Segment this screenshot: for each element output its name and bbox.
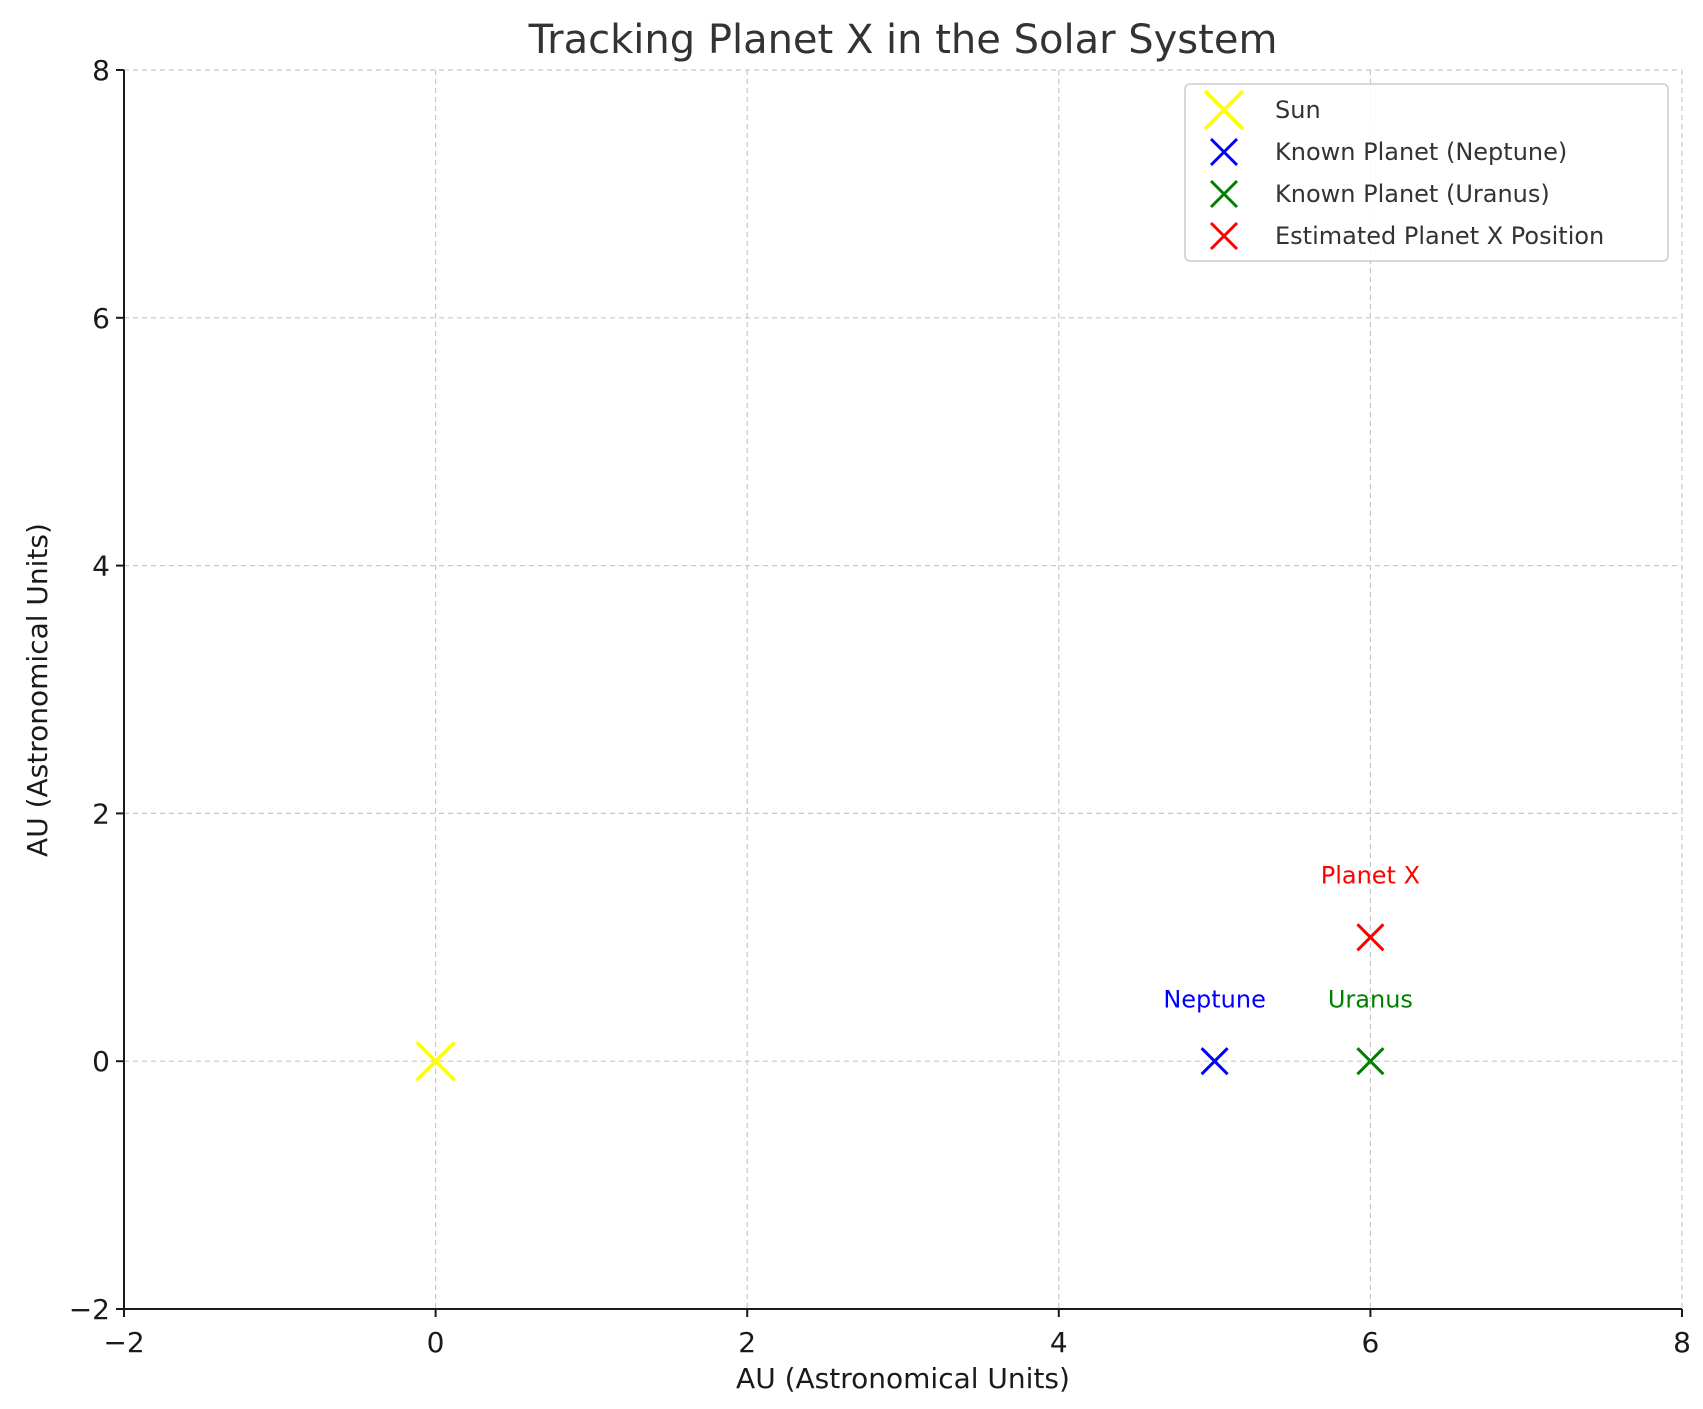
legend-marker-stroke-b [1203,89,1245,131]
y-tick-label: 6 [92,302,110,335]
data-point-2-0-stroke-b [1356,1047,1385,1076]
annotation-label: Planet X [1321,861,1420,889]
legend-marker [1203,89,1245,131]
axes-spines [123,70,1682,1310]
legend-marker [1209,137,1239,167]
ticks: −2 0 2 4 6 8 −2 0 2 4 6 8 [69,54,1691,1359]
y-tick-label: −2 [69,1293,110,1326]
data-point-3-0 [1356,923,1385,952]
data-point-1-0-stroke-b [1200,1047,1229,1076]
x-tick-label: 2 [738,1326,756,1359]
y-tick-label: 0 [92,1045,110,1078]
legend-label: Known Planet (Uranus) [1275,180,1550,208]
data-point-3-0-stroke-b [1356,923,1385,952]
y-tick-label: 2 [92,797,110,830]
legend: Sun Known Planet (Neptune) Known Planet (U… [1184,83,1669,262]
y-tick-label: 4 [92,550,110,583]
x-tick-label: 8 [1673,1326,1691,1359]
x-tick-label: 0 [427,1326,445,1359]
x-axis-label: AU (Astronomical Units) [736,1362,1070,1395]
data-point-2-0 [1356,1047,1385,1076]
grid [124,69,1683,1309]
legend-label: Known Planet (Neptune) [1275,138,1567,166]
x-tick-label: 4 [1050,1326,1068,1359]
annotation-label: Uranus [1328,985,1413,1013]
legend-marker-stroke-b [1209,137,1239,167]
legend-marker [1209,221,1239,251]
annotations: Neptune Uranus Planet X [1163,861,1420,1013]
data-point-1-0 [1200,1047,1229,1076]
y-tick-label: 8 [92,54,110,87]
x-tick-label: 6 [1361,1326,1379,1359]
legend-marker-stroke-b [1209,179,1239,209]
legend-label: Sun [1275,96,1321,124]
legend-marker [1209,179,1239,209]
x-tick-label: −2 [103,1326,144,1359]
legend-marker-stroke-b [1209,221,1239,251]
legend-label: Estimated Planet X Position [1275,222,1604,250]
chart-title: Tracking Planet X in the Solar System [528,17,1278,63]
legend-box [1184,83,1669,262]
data-point-0-0 [415,1040,456,1082]
y-axis-label: AU (Astronomical Units) [21,523,54,857]
data-point-0-0-stroke-b [415,1040,456,1082]
data-points [415,923,1385,1082]
annotation-label: Neptune [1163,985,1266,1013]
